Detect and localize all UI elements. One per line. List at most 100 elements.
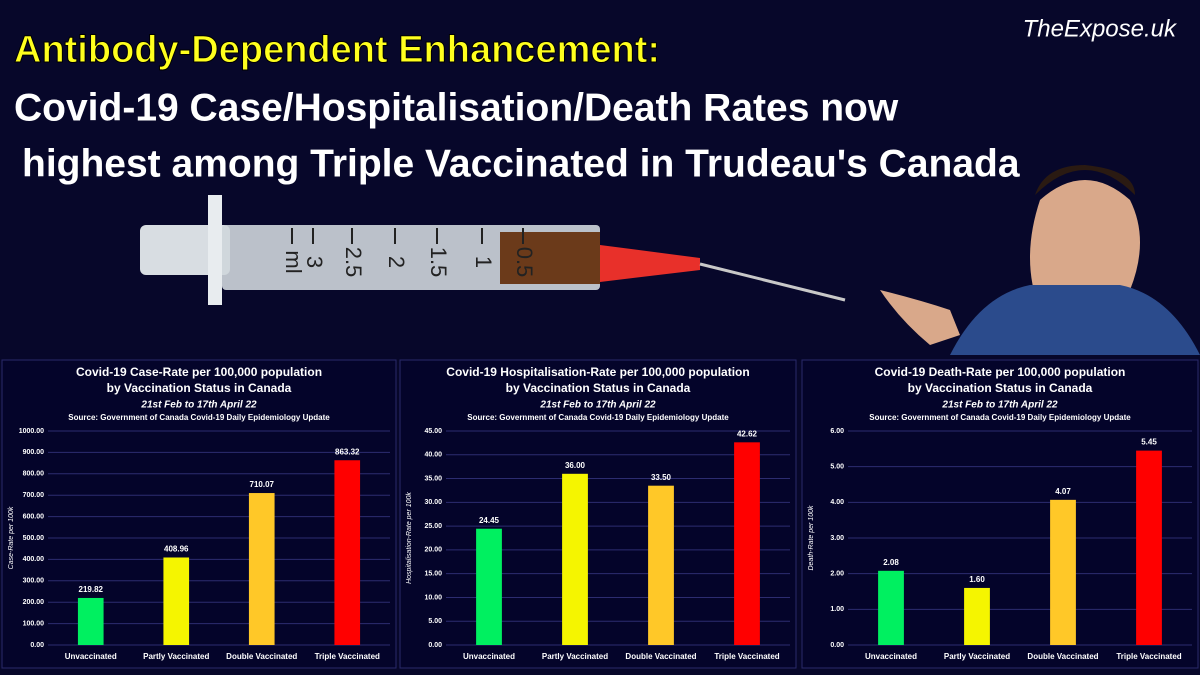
- x-tick-label: Partly Vaccinated: [542, 652, 608, 661]
- y-axis-label: Death-Rate per 100k: [808, 505, 815, 570]
- y-tick-label: 2.00: [830, 571, 844, 578]
- syringe-label: 0.5: [512, 247, 537, 278]
- value-label: 24.45: [479, 516, 500, 525]
- panel-frame: [1, 359, 397, 669]
- bar: [1050, 499, 1076, 645]
- y-tick-label: 4.00: [830, 499, 844, 506]
- chart-title: by Vaccination Status in Canada: [506, 381, 691, 395]
- chart-panel: Covid-19 Case-Rate per 100,000 populatio…: [1, 359, 397, 669]
- bar: [163, 557, 190, 645]
- panel-frame: [399, 359, 797, 669]
- value-label: 33.50: [651, 473, 672, 482]
- y-tick-label: 3.00: [830, 535, 844, 542]
- plunger: [140, 225, 230, 275]
- person: [880, 165, 1200, 355]
- y-tick-label: 900.00: [23, 449, 45, 456]
- bar: [734, 442, 760, 645]
- y-tick-label: 5.00: [428, 618, 442, 625]
- y-axis-label: Case-Rate per 100k: [8, 506, 15, 569]
- syringe-label: 2.5: [341, 247, 366, 278]
- chart-title: by Vaccination Status in Canada: [908, 381, 1093, 395]
- syringe: ml3 2.5 2 1.5 1 0.5: [140, 195, 846, 305]
- y-tick-label: 700.00: [23, 492, 45, 499]
- y-tick-label: 0.00: [428, 642, 442, 649]
- y-axis-label: Hospitalisation-Rate per 100k: [406, 492, 413, 584]
- x-tick-label: Unvaccinated: [463, 652, 515, 661]
- x-tick-label: Double Vaccinated: [1027, 652, 1098, 661]
- bar: [77, 597, 104, 645]
- bar: [562, 473, 588, 645]
- chart-title: by Vaccination Status in Canada: [107, 381, 292, 395]
- bar: [964, 587, 990, 645]
- chart-source: Source: Government of Canada Covid-19 Da…: [467, 413, 729, 422]
- x-tick-label: Triple Vaccinated: [1116, 652, 1181, 661]
- bar: [334, 460, 361, 645]
- value-label: 219.82: [79, 585, 104, 594]
- flange: [208, 195, 222, 305]
- needle-hub: [600, 245, 700, 282]
- syringe-label: 3: [302, 256, 327, 268]
- x-tick-label: Double Vaccinated: [226, 652, 297, 661]
- chart-title: Covid-19 Case-Rate per 100,000 populatio…: [76, 365, 322, 379]
- chart-title: Covid-19 Hospitalisation-Rate per 100,00…: [446, 365, 749, 379]
- y-tick-label: 300.00: [23, 578, 45, 585]
- y-tick-label: 45.00: [424, 428, 442, 435]
- brand: TheExpose.uk: [1023, 15, 1178, 42]
- x-tick-label: Unvaccinated: [865, 652, 917, 661]
- chart-subtitle: 21st Feb to 17th April 22: [941, 400, 1058, 411]
- y-tick-label: 400.00: [23, 556, 45, 563]
- value-label: 5.45: [1141, 438, 1157, 447]
- headline: Antibody-Dependent Enhancement:: [14, 29, 660, 71]
- y-tick-label: 100.00: [23, 620, 45, 627]
- chart-panel: Covid-19 Death-Rate per 100,000 populati…: [801, 359, 1199, 669]
- panel-frame: [801, 359, 1199, 669]
- bar: [878, 570, 904, 645]
- y-tick-label: 40.00: [424, 452, 442, 459]
- x-tick-label: Unvaccinated: [65, 652, 117, 661]
- y-tick-label: 500.00: [23, 535, 45, 542]
- headline-line: Covid-19 Case/Hospitalisation/Death Rate…: [14, 86, 899, 129]
- y-tick-label: 5.00: [830, 464, 844, 471]
- chart-title: Covid-19 Death-Rate per 100,000 populati…: [875, 365, 1126, 379]
- bar: [1136, 450, 1162, 645]
- y-tick-label: 200.00: [23, 599, 45, 606]
- bar: [476, 528, 502, 645]
- y-tick-label: 6.00: [830, 428, 844, 435]
- y-tick-label: 35.00: [424, 475, 442, 482]
- y-tick-label: 0.00: [830, 642, 844, 649]
- value-label: 2.08: [883, 558, 899, 567]
- y-tick-label: 0.00: [30, 642, 44, 649]
- needle: [699, 262, 846, 302]
- value-label: 1.60: [969, 575, 985, 584]
- y-tick-label: 30.00: [424, 499, 442, 506]
- value-label: 408.96: [164, 545, 189, 554]
- bar: [648, 485, 674, 645]
- syringe-label: 2: [384, 256, 409, 268]
- syringe-label: ml: [281, 250, 306, 273]
- headline-line: highest among Triple Vaccinated in Trude…: [22, 142, 1020, 185]
- syringe-label: 1.5: [426, 247, 451, 278]
- y-tick-label: 25.00: [424, 523, 442, 530]
- y-tick-label: 1000.00: [19, 428, 44, 435]
- value-label: 4.07: [1055, 487, 1071, 496]
- chart-source: Source: Government of Canada Covid-19 Da…: [68, 413, 330, 422]
- chart-source: Source: Government of Canada Covid-19 Da…: [869, 413, 1131, 422]
- y-tick-label: 1.00: [830, 606, 844, 613]
- liquid: [500, 232, 600, 284]
- syringe-label: 1: [471, 256, 496, 268]
- x-tick-label: Double Vaccinated: [625, 652, 696, 661]
- chart-subtitle: 21st Feb to 17th April 22: [140, 400, 257, 411]
- x-tick-label: Partly Vaccinated: [143, 652, 209, 661]
- bar: [248, 493, 275, 645]
- chart-subtitle: 21st Feb to 17th April 22: [539, 400, 656, 411]
- value-label: 42.62: [737, 429, 758, 438]
- x-tick-label: Triple Vaccinated: [714, 652, 779, 661]
- value-label: 710.07: [250, 480, 275, 489]
- y-tick-label: 600.00: [23, 513, 45, 520]
- value-label: 863.32: [335, 447, 360, 456]
- y-tick-label: 800.00: [23, 471, 45, 478]
- chart-panel: Covid-19 Hospitalisation-Rate per 100,00…: [399, 359, 797, 669]
- x-tick-label: Partly Vaccinated: [944, 652, 1010, 661]
